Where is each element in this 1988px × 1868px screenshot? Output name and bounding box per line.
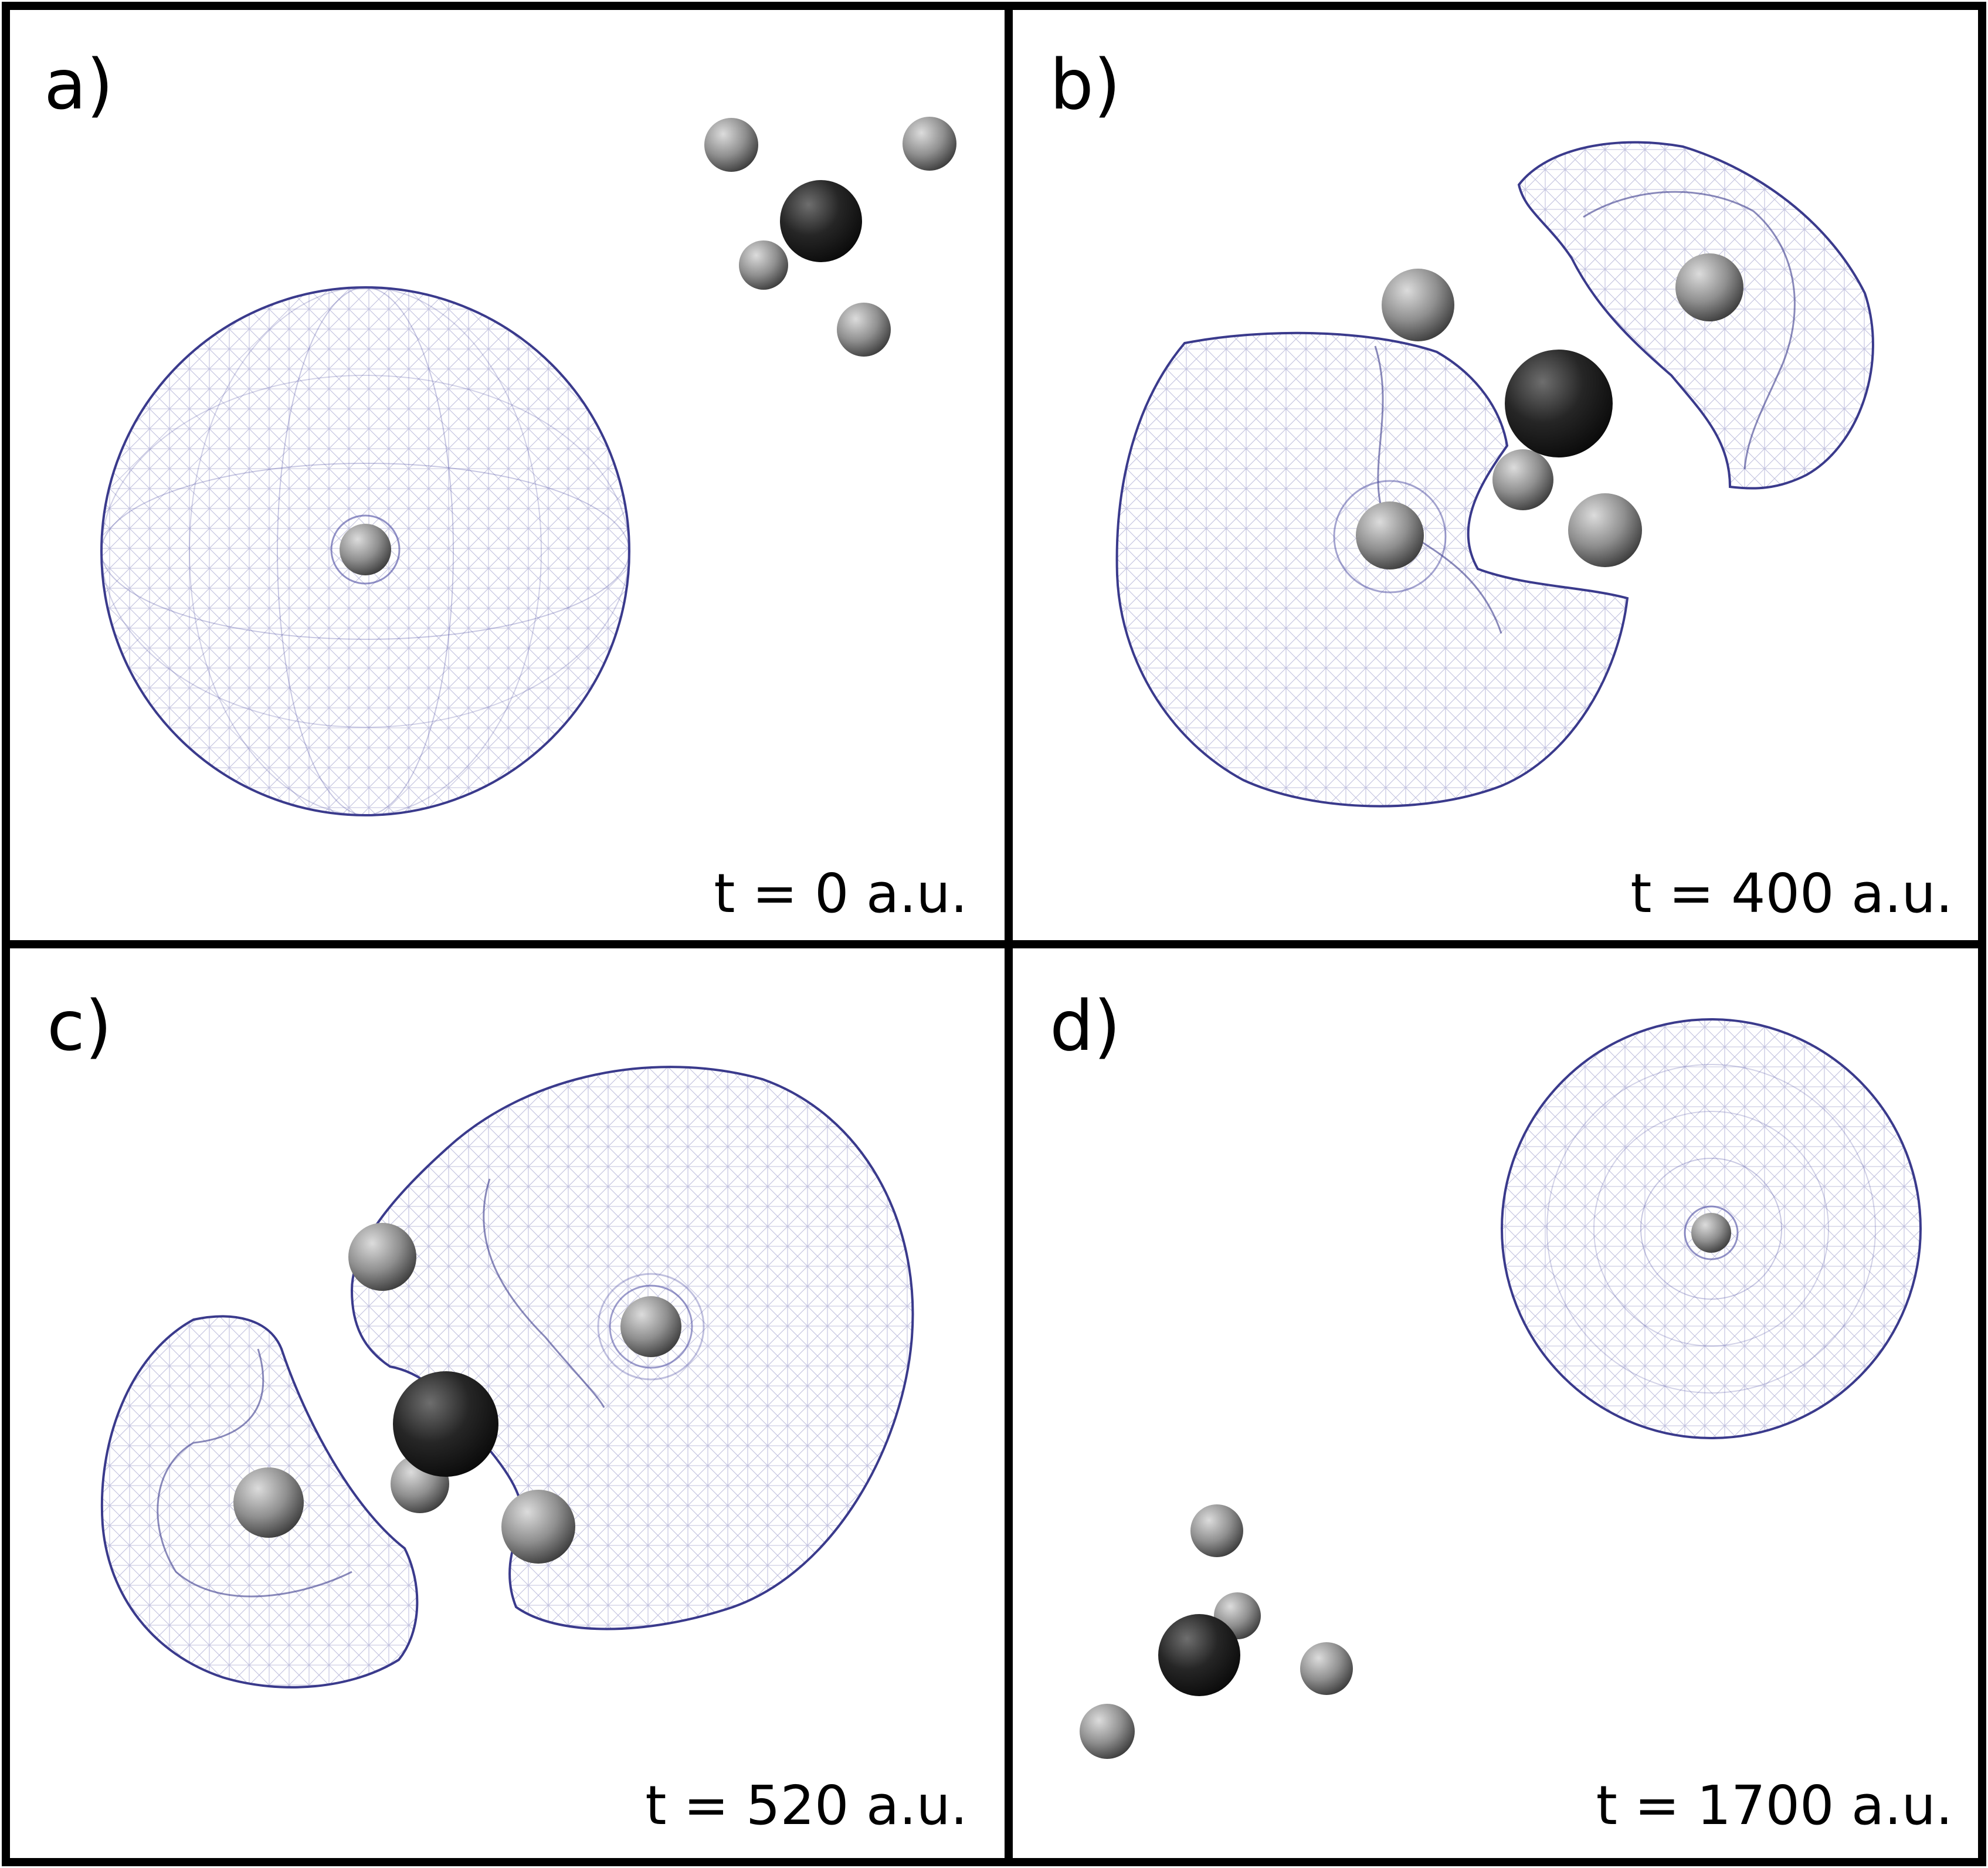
hydrogen-atom: [1190, 1504, 1243, 1557]
hydrogen-atom: [348, 1223, 416, 1291]
carbon-atom: [1505, 350, 1613, 457]
panel-b: b) t = 400 a.u.: [1050, 44, 1953, 925]
carbon-atom: [780, 180, 862, 262]
time-label-a: t = 0 a.u.: [714, 862, 968, 925]
hydrogen-atom: [1492, 449, 1553, 510]
hydrogen-atom: [739, 240, 788, 290]
panel-label-c: c): [47, 985, 112, 1066]
panel-a: a) t = 0 a.u.: [44, 44, 968, 925]
methane-molecule: [1080, 1504, 1353, 1759]
panel-label-a: a): [44, 44, 113, 125]
hydrogen-atom: [837, 303, 891, 357]
electron-density-mesh: [102, 1067, 913, 1687]
time-label-d: t = 1700 a.u.: [1596, 1774, 1953, 1837]
projectile-atom: [620, 1296, 681, 1357]
projectile-atom: [233, 1467, 304, 1538]
hydrogen-atom: [903, 117, 956, 171]
projectile-atom: [1691, 1213, 1731, 1253]
hydrogen-atom: [1080, 1704, 1135, 1759]
panel-d: d) t = 1700 a.u.: [1050, 985, 1953, 1837]
projectile-atom: [340, 524, 391, 575]
time-label-c: t = 520 a.u.: [645, 1774, 968, 1837]
hydrogen-atom: [1300, 1642, 1353, 1695]
projectile-atom: [1356, 501, 1424, 569]
carbon-atom: [1158, 1614, 1240, 1696]
hydrogen-atom: [501, 1490, 575, 1564]
hydrogen-atom: [1568, 493, 1642, 567]
hydrogen-atom: [1382, 269, 1454, 341]
hydrogen-atom: [704, 118, 758, 172]
time-label-b: t = 400 a.u.: [1630, 862, 1953, 925]
panel-c: c) t = 520 a.u.: [47, 985, 968, 1837]
methane-molecule: [704, 117, 956, 357]
panel-label-b: b): [1050, 44, 1121, 125]
carbon-atom: [393, 1371, 498, 1477]
projectile-atom: [1675, 253, 1743, 321]
panel-label-d: d): [1050, 985, 1121, 1066]
